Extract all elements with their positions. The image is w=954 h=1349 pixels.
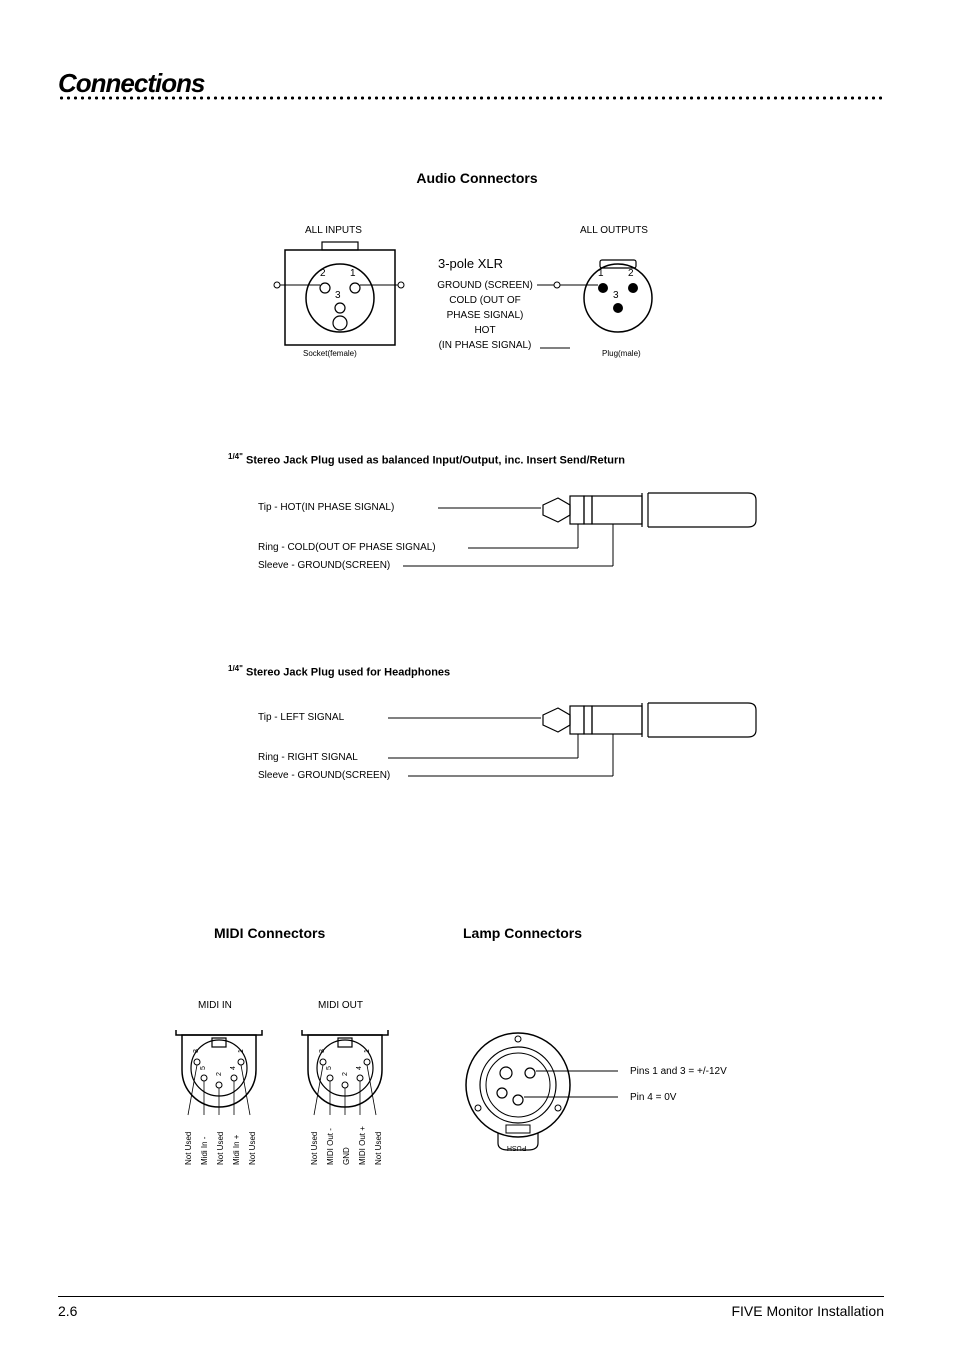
audio-section-title: Audio Connectors: [0, 170, 954, 186]
midi-out-pin4-label: MIDI Out +: [358, 1126, 367, 1165]
plug-male-label: Plug(male): [602, 349, 641, 358]
jack-balanced-sleeve: Sleeve - GROUND(SCREEN): [258, 560, 390, 571]
phase-signal-label: PHASE SIGNAL): [430, 310, 540, 321]
midi-out-pin3-label: Not Used: [310, 1132, 319, 1165]
xlr-left-pin3: 3: [335, 290, 341, 301]
midi-in-pin5-label: Midi In -: [200, 1137, 209, 1165]
jack-balanced-title-text: Stereo Jack Plug used as balanced Input/…: [246, 455, 625, 467]
midi-out-pin5-label: MIDI Out -: [326, 1128, 335, 1165]
midi-out-pin2-label: GND: [342, 1147, 351, 1165]
lamp-pin4-label: Pin 4 = 0V: [630, 1092, 676, 1103]
page-number: 2.6: [58, 1303, 77, 1319]
page-title: Connections: [58, 68, 204, 99]
midi-out-pinnum-3: 3: [319, 1049, 326, 1053]
midi-out-pinnum-1: 1: [364, 1049, 371, 1053]
jack-headphones-title: 1/4" Stereo Jack Plug used for Headphone…: [228, 664, 450, 679]
footer-title: FIVE Monitor Installation: [731, 1303, 884, 1319]
midi-out-pinnum-4: 4: [356, 1066, 363, 1070]
cold-label: COLD (OUT OF: [430, 295, 540, 306]
xlr-left-pin1: 1: [350, 268, 356, 279]
midi-in-pinnum-4: 4: [230, 1066, 237, 1070]
xlr-right-pin2: 2: [628, 268, 634, 279]
all-outputs-label: ALL OUTPUTS: [580, 225, 648, 236]
in-phase-label: (IN PHASE SIGNAL): [420, 340, 550, 351]
midi-section-title: MIDI Connectors: [214, 925, 325, 941]
midi-in-pin1-label: Not Used: [248, 1132, 257, 1165]
midi-out-pinnum-5: 5: [326, 1066, 333, 1070]
jack-hp-ring: Ring - RIGHT SIGNAL: [258, 752, 358, 763]
jack-balanced-tip: Tip - HOT(IN PHASE SIGNAL): [258, 502, 394, 513]
jack-hp-prefix-text: 1/4": [228, 664, 243, 673]
midi-in-pinnum-1: 1: [238, 1049, 245, 1053]
lamp-pins-1-3-label: Pins 1 and 3 = +/-12V: [630, 1066, 727, 1077]
midi-out-pinnum-2: 2: [342, 1072, 349, 1076]
jack-hp-title-text: Stereo Jack Plug used for Headphones: [246, 667, 450, 679]
midi-in-pinnum-5: 5: [200, 1066, 207, 1070]
jack-prefix-text: 1/4": [228, 452, 243, 461]
xlr-right-pin1: 1: [598, 268, 604, 279]
all-inputs-label: ALL INPUTS: [305, 225, 362, 236]
lamp-push-label: PUSH: [507, 1144, 526, 1151]
midi-in-pin4-label: Midi In +: [232, 1135, 241, 1165]
midi-in-pin3-label: Not Used: [184, 1132, 193, 1165]
midi-in-pinnum-2: 2: [216, 1072, 223, 1076]
xlr-title: 3-pole XLR: [438, 256, 503, 271]
midi-in-diagram: [172, 1020, 267, 1105]
midi-in-pinnum-3: 3: [193, 1049, 200, 1053]
jack-balanced-title-prefix: 1/4" Stereo Jack Plug used as balanced I…: [228, 452, 625, 467]
ground-label: GROUND (SCREEN): [430, 280, 540, 291]
jack-hp-sleeve: Sleeve - GROUND(SCREEN): [258, 770, 390, 781]
hot-label: HOT: [430, 325, 540, 336]
midi-in-pin2-label: Not Used: [216, 1132, 225, 1165]
jack-balanced-ring: Ring - COLD(OUT OF PHASE SIGNAL): [258, 542, 436, 553]
socket-female-label: Socket(female): [303, 349, 357, 358]
midi-in-label: MIDI IN: [198, 1000, 232, 1011]
footer-rule: [58, 1296, 884, 1297]
lamp-diagram: [458, 1025, 608, 1165]
lamp-section-title: Lamp Connectors: [463, 925, 582, 941]
midi-out-label: MIDI OUT: [318, 1000, 363, 1011]
midi-out-diagram: [298, 1020, 393, 1105]
jack-hp-tip: Tip - LEFT SIGNAL: [258, 712, 344, 723]
xlr-left-pin2: 2: [320, 268, 326, 279]
midi-out-pin1-label: Not Used: [374, 1132, 383, 1165]
xlr-right-pin3: 3: [613, 290, 619, 301]
title-dotted-rule: [58, 96, 884, 100]
